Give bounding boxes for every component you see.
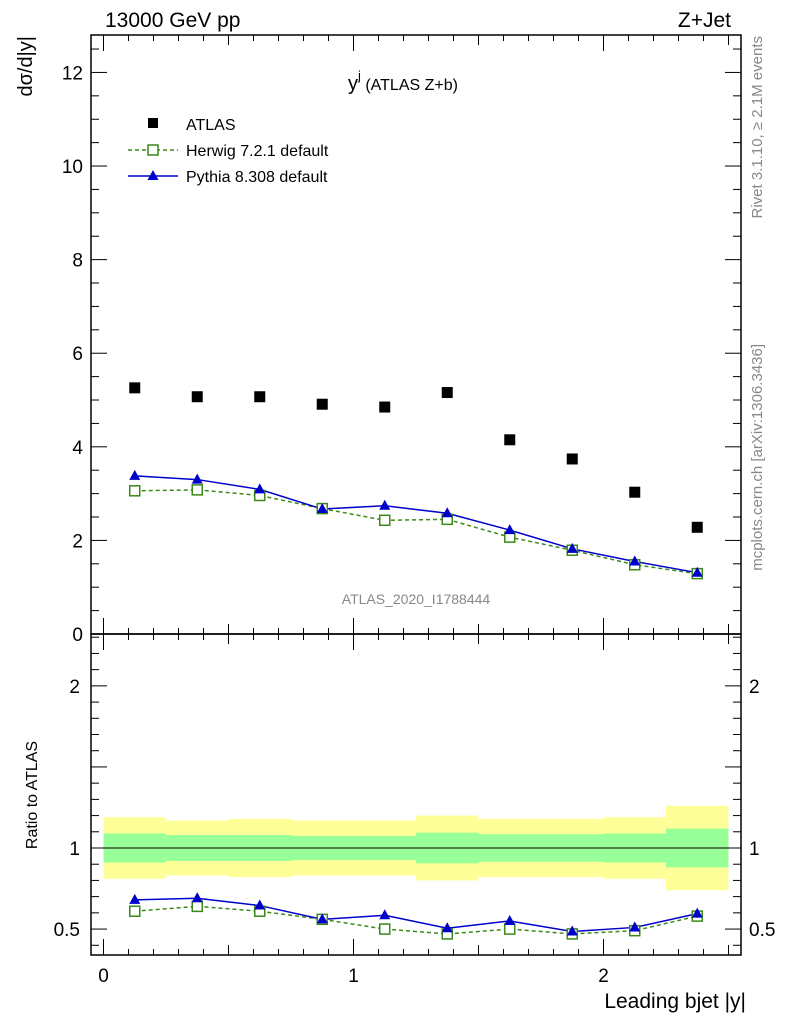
pythia-ratio-point xyxy=(191,892,203,903)
atlas-point xyxy=(129,382,141,394)
herwig-point xyxy=(129,485,141,497)
legend-herwig: Herwig 7.2.1 default xyxy=(128,143,329,160)
pythia-ratio-point xyxy=(504,914,516,925)
main-ytick-label: 8 xyxy=(72,251,83,272)
legend-atlas: ATLAS xyxy=(148,117,236,134)
pythia-point xyxy=(566,542,578,553)
pythia-ratio-point xyxy=(254,899,266,910)
legend-pythia: Pythia 8.308 default xyxy=(128,169,328,186)
ratio-ytick-label: 1 xyxy=(69,839,80,860)
atlas-point xyxy=(441,387,453,399)
herwig-line xyxy=(134,489,698,575)
legend-atlas-marker xyxy=(148,118,158,128)
main-ytick-label: 0 xyxy=(72,625,83,646)
pythia-ratio-point xyxy=(129,893,141,904)
pythia-ratio-point xyxy=(379,909,391,920)
x-tick-label: 0 xyxy=(98,966,109,987)
herwig-ratio-point xyxy=(379,923,391,935)
atlas-point xyxy=(629,486,641,498)
pythia-point xyxy=(316,503,328,514)
x-axis-label: Leading bjet |y| xyxy=(604,990,746,1013)
atlas-point xyxy=(504,434,516,446)
main-ytick-label: 2 xyxy=(72,531,83,552)
main-ylabel: dσ/d|y| xyxy=(15,36,37,97)
rivet-label: Rivet 3.1.10, ≥ 2.1M events xyxy=(749,36,766,219)
header-right: Z+Jet xyxy=(678,9,731,32)
pythia-point xyxy=(441,507,453,518)
atlas-point xyxy=(566,453,578,465)
atlas-point xyxy=(691,521,703,533)
herwig-ratio-point xyxy=(504,923,516,935)
header-left: 13000 GeV pp xyxy=(105,9,240,32)
plot-title-main: y xyxy=(348,73,358,95)
plot-title-sup: j xyxy=(357,68,361,83)
main-ytick-label: 10 xyxy=(62,157,83,178)
ratio-ytick-label: 2 xyxy=(69,677,80,698)
ratio-ytick-label-right: 2 xyxy=(749,677,760,698)
pythia-line xyxy=(134,475,698,574)
herwig-ratio-line xyxy=(134,905,698,935)
pythia-ratio-point xyxy=(441,922,453,933)
pythia-point xyxy=(129,469,141,480)
pythia-point xyxy=(629,555,641,566)
pythia-ratio-point xyxy=(566,925,578,936)
pythia-point xyxy=(504,524,516,535)
legend: ATLAS Herwig 7.2.1 default Pythia 8.308 … xyxy=(128,117,329,186)
herwig-point xyxy=(191,484,203,496)
atlas-point xyxy=(316,398,328,410)
ratio-ytick-label-right: 1 xyxy=(749,839,760,860)
watermark: ATLAS_2020_I1788444 xyxy=(342,591,491,607)
legend-herwig-label: Herwig 7.2.1 default xyxy=(186,143,329,160)
legend-atlas-label: ATLAS xyxy=(186,117,236,134)
mcplots-label: mcplots.cern.ch [arXiv:1306.3436] xyxy=(749,344,766,571)
atlas-point xyxy=(254,391,266,403)
main-ytick-label: 4 xyxy=(72,438,83,459)
plot-title: yj (ATLAS Z+b) xyxy=(348,68,458,95)
pythia-point xyxy=(379,499,391,510)
plot-title-rest: (ATLAS Z+b) xyxy=(361,77,458,94)
herwig-ratio-point xyxy=(191,900,203,913)
pythia-ratio-point xyxy=(691,907,703,918)
legend-herwig-marker xyxy=(147,144,159,156)
pythia-point xyxy=(691,566,703,577)
ratio-ylabel: Ratio to ATLAS xyxy=(24,741,41,849)
pythia-ratio-point xyxy=(316,913,328,924)
x-tick-label: 2 xyxy=(598,966,609,987)
legend-pythia-label: Pythia 8.308 default xyxy=(186,169,328,186)
main-ytick-label: 6 xyxy=(72,344,83,365)
ratio-frame xyxy=(90,633,742,956)
atlas-point xyxy=(379,401,391,413)
pythia-point xyxy=(254,483,266,494)
herwig-ratio-point xyxy=(129,905,141,917)
pythia-point xyxy=(191,473,203,484)
main-ytick-label: 12 xyxy=(62,63,83,84)
x-tick-label: 1 xyxy=(348,966,359,987)
pythia-ratio-point xyxy=(629,921,641,932)
herwig-point xyxy=(379,514,391,527)
ratio-ytick-label-right: 0.5 xyxy=(749,920,775,941)
legend-pythia-marker xyxy=(147,170,159,180)
ratio-ytick-label: 0.5 xyxy=(54,920,80,941)
pythia-ratio-line xyxy=(134,897,698,933)
atlas-point xyxy=(191,391,203,403)
